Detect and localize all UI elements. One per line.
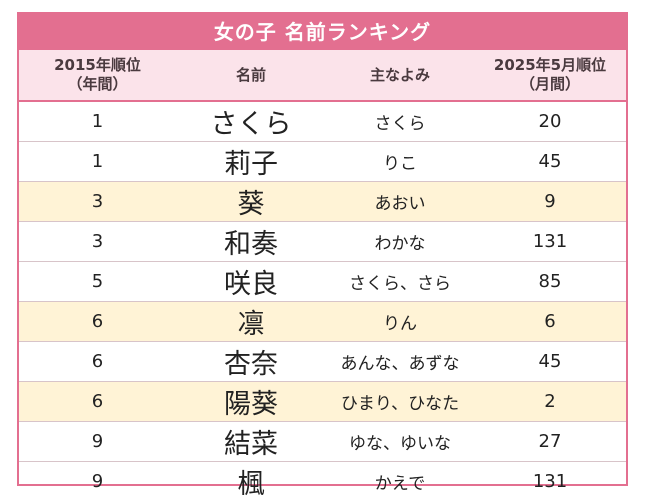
table-header: 2015年順位 （年間） 名前 主なよみ 2025年5月順位 （月間） [19,50,626,101]
name-cell: さくら [176,101,326,142]
count-cell: 6 [474,302,626,342]
reading-cell: わかな [326,222,474,262]
rank-cell: 9 [19,422,176,462]
header-row: 2015年順位 （年間） 名前 主なよみ 2025年5月順位 （月間） [19,50,626,101]
reading-cell: かえで [326,462,474,501]
reading-cell: さくら、さら [326,262,474,302]
count-cell: 27 [474,422,626,462]
header-reading: 主なよみ [326,50,474,101]
table-title: 女の子 名前ランキング [19,14,626,50]
name-cell: 楓 [176,462,326,501]
name-cell: 結菜 [176,422,326,462]
rank-cell: 6 [19,382,176,422]
rank-cell: 5 [19,262,176,302]
header-rank-2015-line1: 2015年順位 [19,56,176,75]
reading-cell: さくら [326,101,474,142]
name-cell: 咲良 [176,262,326,302]
count-cell: 2 [474,382,626,422]
header-rank-2015-line2: （年間） [19,75,176,94]
header-name: 名前 [176,50,326,101]
rank-cell: 1 [19,101,176,142]
header-rank-2025-05-line2: （月間） [474,75,626,94]
count-cell: 45 [474,342,626,382]
reading-cell: りん [326,302,474,342]
reading-cell: あおい [326,182,474,222]
count-cell: 9 [474,182,626,222]
reading-cell: ゆな、ゆいな [326,422,474,462]
count-cell: 131 [474,462,626,501]
name-cell: 莉子 [176,142,326,182]
rank-cell: 3 [19,222,176,262]
name-cell: 陽葵 [176,382,326,422]
count-cell: 85 [474,262,626,302]
name-cell: 葵 [176,182,326,222]
count-cell: 131 [474,222,626,262]
count-cell: 20 [474,101,626,142]
header-rank-2015: 2015年順位 （年間） [19,50,176,101]
count-cell: 45 [474,142,626,182]
ranking-table-card: 女の子 名前ランキング 2015年順位 （年間） 名前 主なよみ 2025年5月… [17,12,628,486]
header-rank-2025-05-line1: 2025年5月順位 [474,56,626,75]
reading-cell: りこ [326,142,474,182]
name-cell: 和奏 [176,222,326,262]
rank-cell: 1 [19,142,176,182]
rank-cell: 6 [19,302,176,342]
name-cell: 杏奈 [176,342,326,382]
rank-cell: 9 [19,462,176,501]
reading-cell: あんな、あずな [326,342,474,382]
name-cell: 凛 [176,302,326,342]
reading-cell: ひまり、ひなた [326,382,474,422]
header-rank-2025-05: 2025年5月順位 （月間） [474,50,626,101]
rank-cell: 6 [19,342,176,382]
rank-cell: 3 [19,182,176,222]
